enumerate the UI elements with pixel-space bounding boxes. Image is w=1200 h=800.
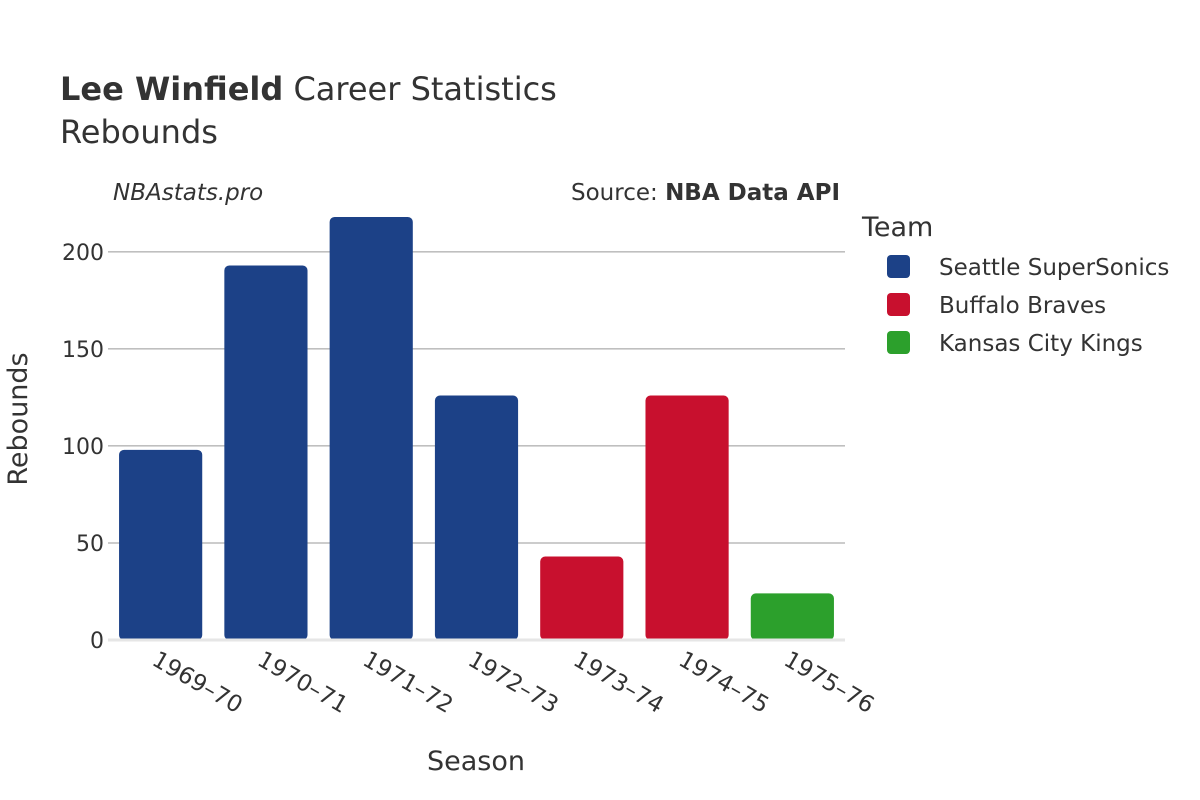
legend-label: Seattle SuperSonics (939, 255, 1169, 281)
site-name: NBAstats.pro (113, 180, 263, 206)
source-label: Source: (571, 180, 665, 206)
x-tick-label: 1971–72 (358, 647, 457, 719)
bars (119, 216, 834, 640)
bar (540, 556, 624, 640)
bar (329, 216, 413, 640)
title-suffix: Career Statistics (283, 70, 557, 108)
y-tick-label: 100 (62, 435, 104, 460)
bar (750, 593, 834, 640)
legend-label: Kansas City Kings (939, 331, 1143, 357)
bar (434, 395, 519, 640)
legend-swatch (887, 255, 910, 278)
chart-subtitle: Rebounds (60, 113, 218, 151)
source-note: Source: NBA Data API (571, 180, 840, 206)
x-tick-label: 1969–70 (148, 647, 247, 719)
x-axis-title: Season (427, 746, 525, 777)
x-tick-label: 1973–74 (569, 647, 668, 719)
y-axis-title: Rebounds (3, 352, 34, 485)
y-tick-label: 200 (62, 241, 104, 266)
chart-title: Lee Winfield Career Statistics (60, 70, 557, 108)
y-tick-label: 50 (76, 532, 104, 557)
source-name: NBA Data API (665, 180, 840, 206)
bar (119, 449, 203, 640)
bar (645, 395, 729, 640)
legend: Seattle SuperSonics Buffalo Braves Kansas … (887, 255, 1169, 357)
y-axis-ticks: 0 50 100 150 200 (62, 241, 104, 654)
legend-title: Team (861, 212, 933, 243)
title-player-name: Lee Winfield (60, 70, 283, 108)
x-axis-ticks: 1969–70 1970–71 1971–72 1972–73 1973–74 1974–… (148, 647, 879, 719)
legend-swatch (887, 293, 910, 316)
bar (224, 265, 308, 640)
y-tick-label: 0 (90, 629, 104, 654)
x-tick-label: 1974–75 (674, 647, 773, 719)
x-tick-label: 1975–76 (779, 647, 878, 719)
legend-label: Buffalo Braves (939, 293, 1106, 319)
x-tick-label: 1970–71 (253, 647, 352, 719)
x-tick-label: 1972–73 (464, 647, 563, 719)
legend-swatch (887, 331, 910, 354)
y-tick-label: 150 (62, 338, 104, 363)
